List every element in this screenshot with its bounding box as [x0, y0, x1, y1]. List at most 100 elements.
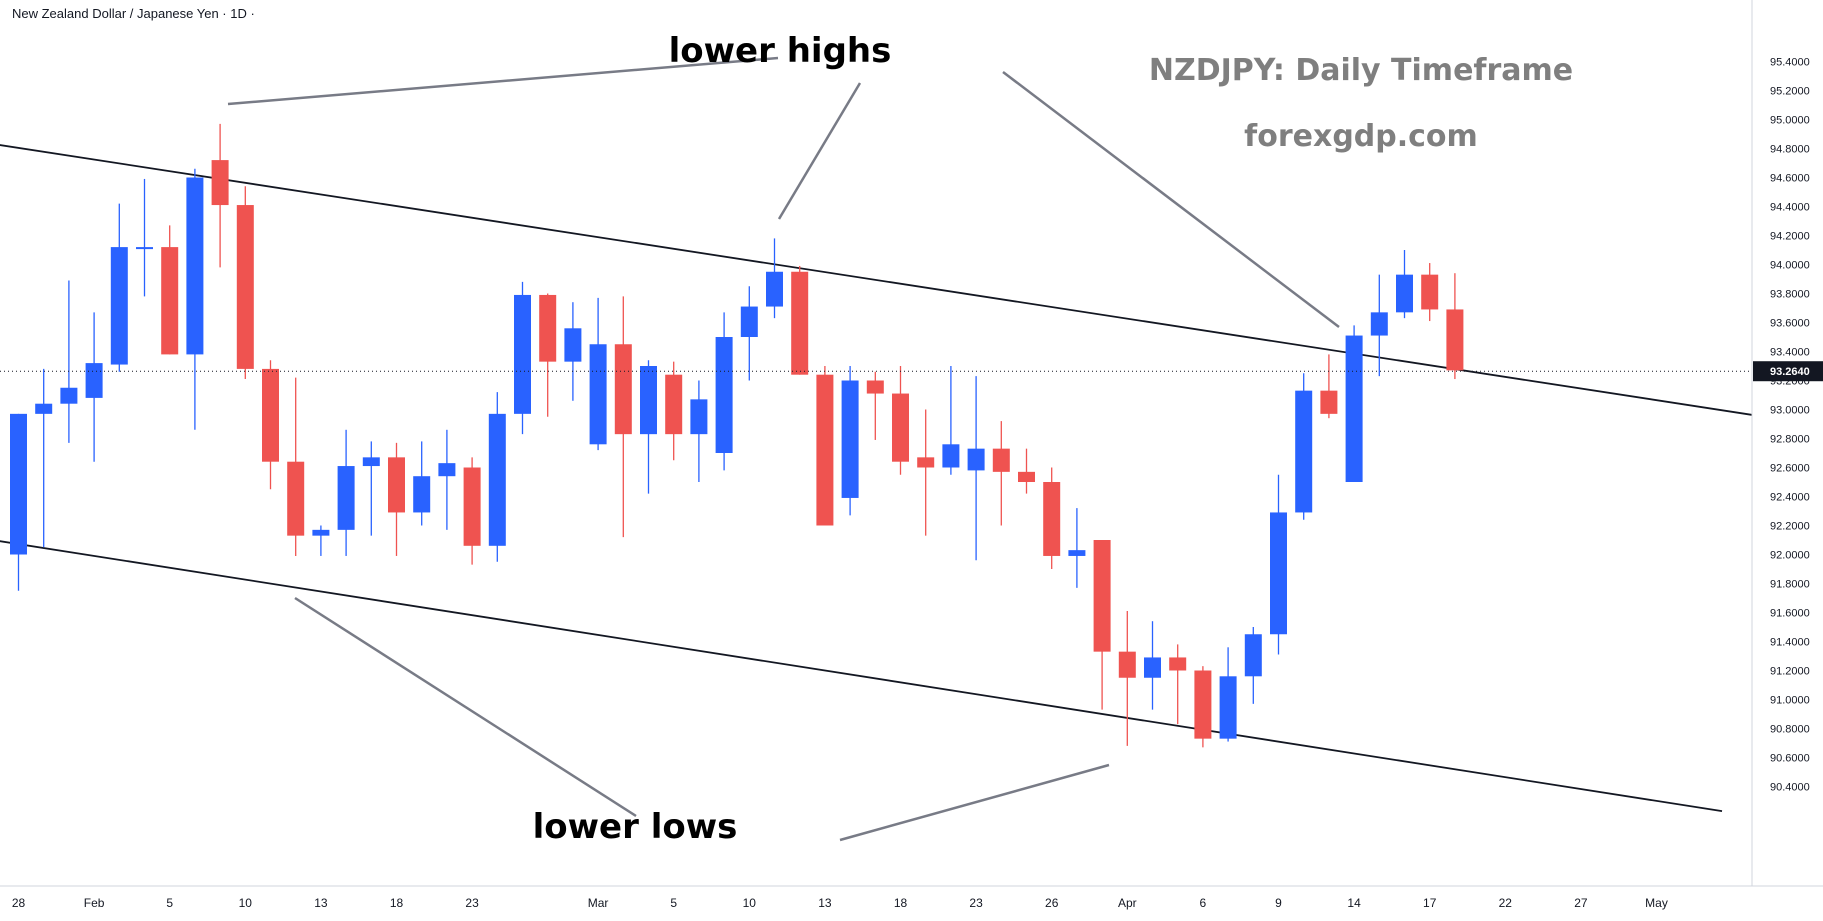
x-tick-label: 26 — [1045, 896, 1059, 910]
x-tick-label: Feb — [84, 896, 105, 910]
candle — [640, 360, 657, 494]
candle — [236, 186, 254, 380]
candle — [1295, 373, 1313, 520]
candle — [1270, 474, 1287, 655]
y-tick-label: 93.0000 — [1770, 405, 1810, 417]
trendline-lower — [0, 540, 1723, 813]
candle-body — [136, 247, 153, 250]
candle — [514, 281, 531, 435]
x-tick-label: 17 — [1423, 896, 1437, 910]
x-tick-label: 10 — [239, 896, 253, 910]
candle-body — [892, 393, 909, 462]
candle — [892, 366, 909, 475]
annotation-callouts — [227, 56, 1340, 842]
trendlines — [0, 144, 1755, 813]
callout-line — [1002, 71, 1340, 328]
candle-body — [1270, 512, 1287, 635]
candle-body — [438, 463, 456, 477]
x-tick-label: 9 — [1275, 896, 1282, 910]
candle-body — [337, 466, 355, 530]
y-tick-label: 90.8000 — [1770, 724, 1810, 736]
candle-body — [186, 177, 204, 355]
y-tick-label: 90.6000 — [1770, 753, 1810, 765]
x-tick-label: 6 — [1200, 896, 1207, 910]
candle — [35, 368, 53, 548]
candle-body — [942, 444, 960, 468]
candle-body — [161, 247, 179, 355]
candle — [1421, 263, 1439, 322]
y-tick-label: 92.8000 — [1770, 434, 1810, 446]
candle-body — [413, 476, 431, 513]
x-tick-label: 27 — [1574, 896, 1588, 910]
candle — [136, 178, 153, 297]
x-tick-label: 5 — [166, 896, 173, 910]
candle-body — [60, 387, 78, 404]
y-tick-label: 94.8000 — [1770, 144, 1810, 156]
candle-body — [85, 363, 103, 398]
y-tick-label: 94.4000 — [1770, 202, 1810, 214]
candle-body — [463, 467, 481, 546]
candle-body — [917, 457, 935, 468]
candle — [211, 123, 229, 268]
candle — [614, 296, 632, 538]
x-tick-label: Apr — [1118, 896, 1137, 910]
candle — [438, 429, 456, 530]
website-label: forexgdp.com — [1244, 119, 1478, 154]
candle-body — [362, 457, 380, 467]
candle-body — [690, 399, 708, 435]
candle — [766, 238, 783, 319]
x-tick-label: 13 — [818, 896, 832, 910]
candle-body — [740, 306, 758, 337]
y-tick-label: 92.2000 — [1770, 521, 1810, 533]
y-tick-label: 91.0000 — [1770, 695, 1810, 707]
y-tick-label: 92.4000 — [1770, 492, 1810, 504]
candle — [110, 203, 128, 372]
x-tick-label: Mar — [588, 896, 609, 910]
candle-body — [110, 247, 128, 365]
candle — [564, 302, 582, 401]
candle — [589, 297, 607, 451]
y-tick-label: 93.6000 — [1770, 318, 1810, 330]
x-tick-label: 10 — [743, 896, 757, 910]
y-tick-label: 91.4000 — [1770, 637, 1810, 649]
y-tick-label: 93.4000 — [1770, 347, 1810, 359]
candle-body — [10, 413, 27, 555]
x-tick-label: 23 — [969, 896, 983, 910]
candle — [791, 265, 809, 375]
candle — [866, 371, 884, 440]
y-tick-label: 92.6000 — [1770, 463, 1810, 475]
current-price-tag: 93.2640 — [1753, 361, 1823, 382]
x-tick-label: 18 — [390, 896, 404, 910]
candle — [665, 361, 683, 461]
callout-line — [227, 56, 779, 106]
candle — [362, 441, 380, 536]
candle-body — [1320, 390, 1338, 414]
candle-body — [841, 380, 859, 498]
candle-body — [1043, 482, 1061, 556]
chart-title: NZDJPY: Daily Timeframe — [1149, 53, 1573, 88]
candle — [1093, 540, 1111, 710]
candle-body — [816, 374, 834, 526]
candle-body — [287, 461, 305, 536]
candle — [287, 377, 305, 556]
candle-body — [514, 294, 531, 414]
candle-body — [539, 294, 557, 362]
y-tick-label: 92.0000 — [1770, 550, 1810, 562]
callout-line — [777, 82, 862, 220]
candle — [388, 442, 405, 556]
lower-lows-label: lower lows — [533, 807, 738, 847]
candle-body — [1068, 550, 1086, 556]
candle-body — [791, 271, 809, 375]
candle — [1043, 467, 1061, 569]
candle-body — [866, 380, 884, 394]
candle-body — [1421, 274, 1439, 310]
candle-body — [1244, 634, 1262, 677]
symbol-title: New Zealand Dollar / Japanese Yen · 1D · — [12, 6, 255, 21]
candle — [967, 376, 985, 561]
candle — [1068, 508, 1086, 588]
candle-body — [35, 403, 53, 414]
y-tick-label: 95.0000 — [1770, 115, 1810, 127]
lower-highs-label: lower highs — [669, 31, 892, 71]
candle — [60, 280, 78, 443]
